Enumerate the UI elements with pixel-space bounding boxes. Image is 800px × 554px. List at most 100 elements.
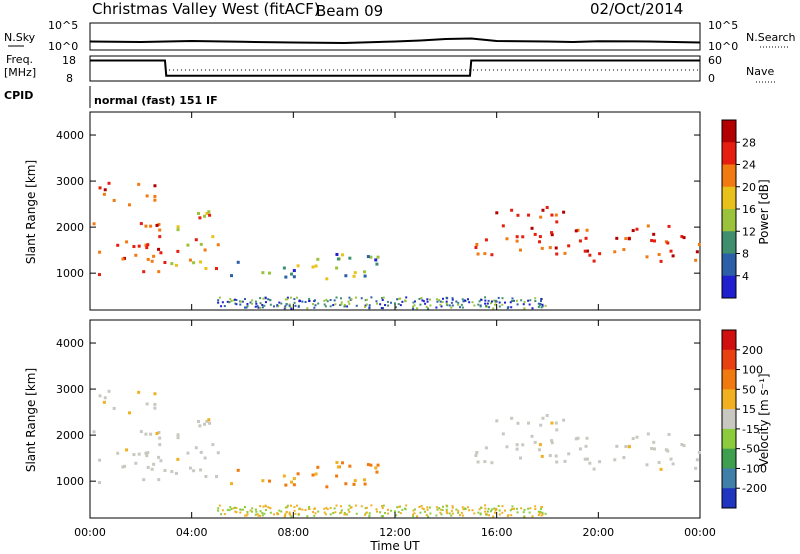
colorbar-swatch	[722, 142, 736, 165]
velocity-cell	[346, 513, 349, 516]
power-cell	[344, 274, 348, 278]
velocity-cell	[550, 439, 554, 443]
velocity-cell	[375, 470, 379, 474]
velocity-cell	[538, 448, 542, 452]
power-cell	[541, 305, 544, 308]
velocity-colorbar: -200 -100 -50 -15 15 50 100 200	[721, 329, 767, 509]
power-cell	[413, 304, 416, 307]
velocity-cell	[510, 416, 514, 420]
power-cell	[278, 301, 281, 304]
velocity-cell	[304, 508, 307, 511]
power-cell	[192, 261, 196, 265]
power-cell	[425, 305, 428, 308]
power-cell	[375, 262, 379, 266]
velocity-cell	[540, 454, 544, 458]
velocity-cell	[419, 511, 422, 514]
velocity-ylabel: Slant Range [km]	[24, 368, 38, 472]
time-tick-label: 16:00	[481, 526, 513, 539]
velocity-cell	[646, 432, 650, 436]
power-cell	[246, 305, 249, 308]
velocity-cell	[495, 507, 498, 510]
velocity-cell	[261, 514, 264, 517]
power-cell	[323, 303, 326, 306]
colorbar-swatch	[722, 488, 736, 509]
power-cell	[480, 298, 483, 301]
velocity-cell	[348, 504, 351, 507]
velocity-cell	[539, 508, 542, 511]
velocity-cell	[492, 515, 495, 518]
velocity-cell	[292, 477, 296, 481]
velocity-cell	[290, 515, 293, 518]
power-cell	[631, 229, 635, 233]
power-cell	[314, 264, 318, 268]
velocity-cell	[479, 512, 482, 515]
power-cell	[427, 307, 430, 310]
freq-right-tick-bottom: 0	[708, 72, 715, 85]
velocity-cell	[336, 465, 340, 469]
time-tick-label: 12:00	[379, 526, 411, 539]
power-cell	[98, 250, 102, 254]
velocity-cell	[477, 511, 480, 514]
power-cell	[259, 297, 262, 300]
power-cell	[554, 213, 558, 217]
velocity-cell	[376, 463, 380, 467]
power-cell	[478, 300, 481, 303]
velocity-cell	[233, 506, 236, 509]
velocity-cell	[376, 510, 379, 513]
power-cell	[232, 299, 235, 302]
power-cell	[567, 244, 571, 248]
velocity-cell	[308, 505, 311, 508]
colorbar-tick-label: 50	[742, 383, 756, 396]
power-cell	[695, 250, 699, 254]
velocity-cell	[368, 514, 371, 517]
range-tick-label: 3000	[56, 175, 84, 188]
power-cell	[550, 233, 554, 237]
velocity-cell	[583, 457, 587, 461]
velocity-cell	[261, 511, 264, 514]
power-cell	[284, 306, 287, 309]
power-cell	[404, 299, 407, 302]
freq-panel-frame	[89, 55, 701, 82]
velocity-cell	[343, 513, 346, 516]
power-cell	[550, 213, 554, 217]
power-cell	[311, 265, 315, 269]
power-cell	[186, 243, 190, 247]
range-tick-label: 4000	[56, 337, 84, 350]
velocity-cell	[652, 447, 656, 451]
station-title: Christmas Valley West (fitACF)	[92, 0, 320, 18]
velocity-cell	[498, 513, 501, 516]
colorbar-tick-label: 28	[742, 136, 756, 149]
velocity-cell	[204, 475, 208, 479]
velocity-cell	[192, 469, 196, 473]
power-cell	[153, 198, 157, 202]
power-cell	[155, 223, 159, 227]
velocity-cell	[176, 457, 180, 461]
power-cell	[399, 297, 402, 300]
power-cell	[299, 299, 302, 302]
velocity-cell	[398, 505, 401, 508]
colorbar-swatch	[722, 349, 736, 371]
power-cell	[541, 303, 544, 306]
power-cell	[422, 300, 425, 303]
power-cell	[348, 302, 351, 305]
power-cell	[364, 299, 367, 302]
velocity-cell	[208, 421, 212, 425]
velocity-cell	[381, 507, 384, 510]
velocity-cell	[293, 509, 296, 512]
velocity-cell	[484, 510, 487, 513]
power-cell	[236, 260, 240, 264]
velocity-cell	[486, 510, 489, 513]
power-cell	[492, 307, 495, 310]
velocity-cell	[424, 510, 427, 513]
power-cell	[421, 299, 424, 302]
velocity-cell	[268, 479, 272, 483]
velocity-cell	[306, 515, 309, 518]
power-cell	[401, 300, 404, 303]
power-cell	[214, 267, 218, 271]
velocity-cell	[340, 505, 343, 508]
velocity-cell	[235, 507, 238, 510]
power-cell	[669, 249, 673, 253]
power-cell	[216, 243, 220, 247]
power-cell	[583, 249, 587, 253]
velocity-cell	[374, 466, 378, 470]
